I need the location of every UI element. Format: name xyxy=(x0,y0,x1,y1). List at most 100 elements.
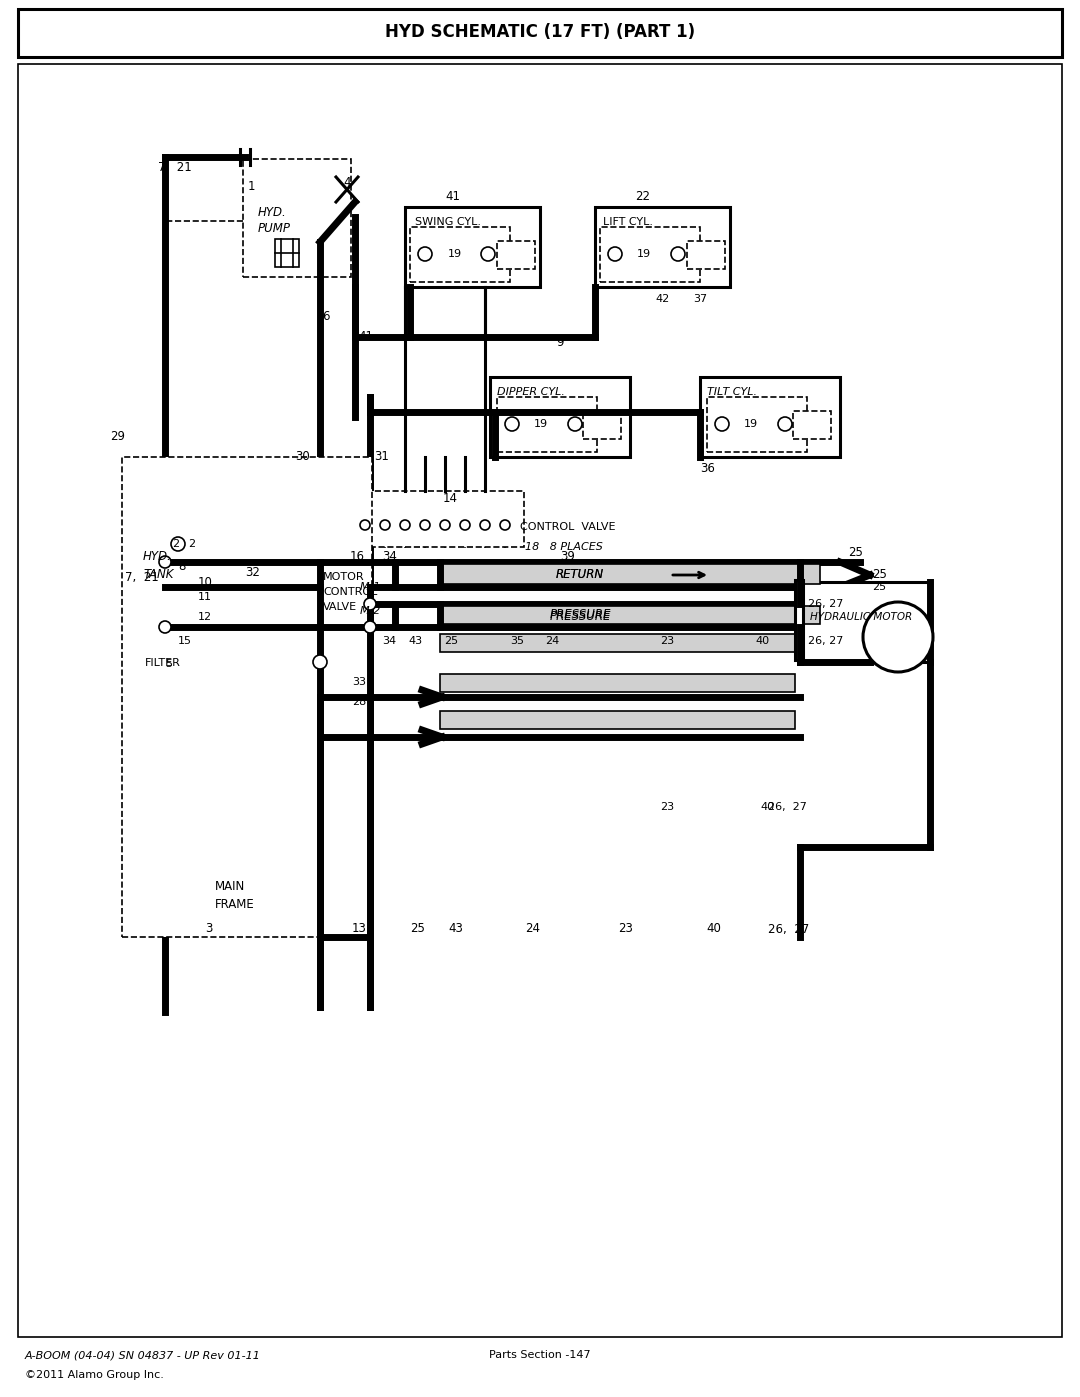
Text: 1: 1 xyxy=(248,180,256,194)
Text: TANK: TANK xyxy=(143,567,174,581)
Bar xyxy=(440,564,820,584)
Text: 40: 40 xyxy=(706,922,720,936)
Circle shape xyxy=(364,598,376,610)
Text: 19: 19 xyxy=(744,419,758,429)
Circle shape xyxy=(420,520,430,529)
Circle shape xyxy=(159,622,171,633)
Text: 25: 25 xyxy=(410,922,424,936)
Text: PRESSURE: PRESSURE xyxy=(550,609,610,622)
Text: 29: 29 xyxy=(110,430,125,443)
Text: 23: 23 xyxy=(618,922,633,936)
Circle shape xyxy=(159,556,171,569)
Circle shape xyxy=(460,520,470,529)
Bar xyxy=(18,8,1062,57)
Text: 11: 11 xyxy=(198,592,212,602)
Text: 26,  27: 26, 27 xyxy=(768,802,807,812)
Text: Parts Section -147: Parts Section -147 xyxy=(489,1350,591,1361)
Circle shape xyxy=(380,520,390,529)
Text: 26,  27: 26, 27 xyxy=(768,922,809,936)
Text: 19: 19 xyxy=(637,249,651,258)
Circle shape xyxy=(418,247,432,261)
Text: 23: 23 xyxy=(660,802,674,812)
Text: HYDRAULIC MOTOR: HYDRAULIC MOTOR xyxy=(810,612,913,622)
Circle shape xyxy=(313,655,327,669)
Circle shape xyxy=(671,247,685,261)
Text: FILTER: FILTER xyxy=(145,658,180,668)
Bar xyxy=(440,673,795,692)
Text: LIFT CYL.: LIFT CYL. xyxy=(603,217,653,226)
Text: PRESSURE: PRESSURE xyxy=(550,609,610,623)
Circle shape xyxy=(505,416,519,432)
Text: 10: 10 xyxy=(198,576,213,588)
Bar xyxy=(135,644,200,682)
Text: 3: 3 xyxy=(205,922,213,936)
Bar xyxy=(497,397,597,453)
Text: 36: 36 xyxy=(700,462,715,475)
Bar xyxy=(440,634,795,652)
Circle shape xyxy=(608,247,622,261)
Text: 19: 19 xyxy=(448,249,462,258)
Circle shape xyxy=(364,622,376,633)
Bar xyxy=(800,583,930,662)
Text: 9: 9 xyxy=(556,335,564,348)
Text: ©2011 Alamo Group Inc.: ©2011 Alamo Group Inc. xyxy=(25,1370,164,1380)
Text: MOTOR: MOTOR xyxy=(323,571,365,583)
Text: 2: 2 xyxy=(172,539,179,549)
Circle shape xyxy=(400,520,410,529)
Text: HYD SCHEMATIC (17 FT) (PART 1): HYD SCHEMATIC (17 FT) (PART 1) xyxy=(384,22,696,41)
Text: M 1: M 1 xyxy=(360,583,380,592)
Text: 2: 2 xyxy=(188,539,195,549)
Bar xyxy=(583,411,621,439)
Text: 6: 6 xyxy=(322,310,329,324)
Bar xyxy=(130,517,268,647)
Text: 16: 16 xyxy=(350,550,365,563)
Text: PUMP: PUMP xyxy=(258,222,291,236)
Text: CONTROL: CONTROL xyxy=(323,587,377,597)
Text: MAIN: MAIN xyxy=(215,880,245,894)
Text: 26, 27: 26, 27 xyxy=(808,599,843,609)
Text: 23: 23 xyxy=(660,636,674,645)
Bar xyxy=(595,207,730,286)
Bar xyxy=(275,239,299,267)
Circle shape xyxy=(171,536,185,550)
Text: 7,  21: 7, 21 xyxy=(158,161,192,173)
Text: 33: 33 xyxy=(352,678,366,687)
Circle shape xyxy=(360,520,370,529)
Bar xyxy=(793,411,831,439)
Text: 34: 34 xyxy=(382,550,396,563)
Bar xyxy=(440,606,820,624)
Text: 41: 41 xyxy=(445,190,460,204)
Text: RETURN: RETURN xyxy=(556,567,604,581)
Bar xyxy=(795,580,804,659)
Text: 22: 22 xyxy=(635,190,650,204)
Text: 43: 43 xyxy=(448,922,463,936)
Text: 8: 8 xyxy=(178,560,186,574)
Bar xyxy=(497,242,535,270)
Text: TILT CYL.: TILT CYL. xyxy=(707,387,757,397)
Text: 30: 30 xyxy=(295,450,310,464)
Text: M 2: M 2 xyxy=(360,606,380,616)
Bar xyxy=(707,397,807,453)
Bar xyxy=(440,711,795,729)
Text: 40: 40 xyxy=(755,636,769,645)
Text: 43: 43 xyxy=(408,636,422,645)
Text: 4: 4 xyxy=(343,176,351,189)
Text: 42: 42 xyxy=(654,293,670,305)
Text: 41: 41 xyxy=(357,331,373,344)
Text: 37: 37 xyxy=(693,293,707,305)
Bar xyxy=(410,226,510,282)
Text: 14: 14 xyxy=(443,493,458,506)
Bar xyxy=(352,490,524,548)
Text: 25: 25 xyxy=(444,636,458,645)
Circle shape xyxy=(500,520,510,529)
Bar xyxy=(490,377,630,457)
Text: 31: 31 xyxy=(374,450,389,464)
Bar xyxy=(687,242,725,270)
Text: 19: 19 xyxy=(534,419,548,429)
Text: 18   8 PLACES: 18 8 PLACES xyxy=(525,542,603,552)
Text: 25: 25 xyxy=(848,545,863,559)
Text: FRAME: FRAME xyxy=(215,898,255,911)
Bar xyxy=(600,226,700,282)
Text: SWING CYL.: SWING CYL. xyxy=(415,217,481,226)
Bar xyxy=(405,207,540,286)
